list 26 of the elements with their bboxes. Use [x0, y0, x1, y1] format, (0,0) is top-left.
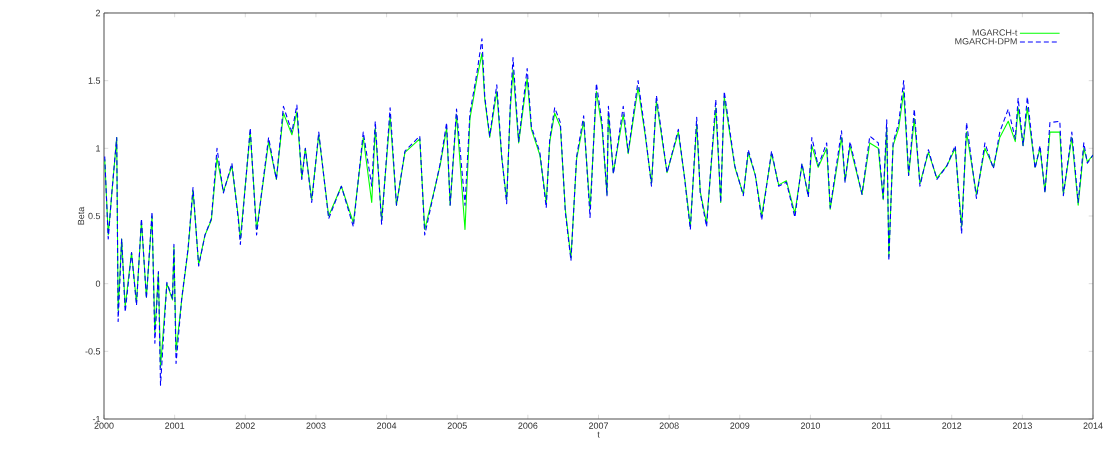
x-tick-label: 2006	[518, 422, 538, 429]
x-tick-label: 2013	[1012, 422, 1032, 429]
legend-label: MGARCH-DPM	[955, 38, 1017, 45]
legend-label: MGARCH-t	[972, 29, 1018, 36]
x-tick-label: 2002	[235, 422, 255, 429]
x-tick-label: 2000	[94, 422, 114, 429]
x-tick-label: 2008	[659, 422, 679, 429]
y-tick-label: 0.5	[88, 212, 101, 220]
x-tick-label: 2012	[942, 422, 962, 429]
y-tick-label: 1	[96, 145, 101, 152]
y-tick-label: 1.5	[88, 77, 101, 84]
x-tick-label: 2007	[588, 422, 609, 429]
x-tick-label: 2009	[730, 422, 750, 429]
y-tick-label: -1	[92, 415, 101, 423]
y-tick-label: -0.5	[85, 348, 101, 355]
x-tick-label: 2011	[871, 422, 891, 429]
x-axis-title: t	[597, 431, 600, 438]
y-tick-label: 0	[95, 280, 101, 287]
x-tick-label: 2014	[1083, 422, 1103, 429]
x-tick-label: 2010	[800, 422, 821, 429]
y-axis-title: Beta	[77, 206, 85, 225]
x-tick-label: 2004	[377, 422, 397, 429]
x-tick-label: 2001	[165, 422, 185, 429]
x-tick-label: 2005	[447, 422, 467, 429]
y-tick-label: 2	[95, 9, 101, 17]
x-tick-label: 2003	[306, 422, 326, 429]
